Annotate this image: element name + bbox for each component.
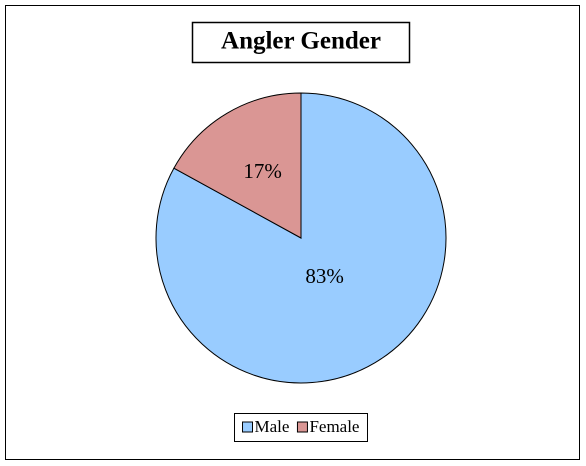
data-label: 17% — [243, 159, 282, 183]
pie — [155, 92, 447, 384]
legend-swatch — [242, 421, 254, 433]
legend-swatch — [296, 421, 308, 433]
data-labels: 83% 17% — [243, 159, 344, 288]
data-label: 83% — [305, 264, 344, 288]
legend-label: Male — [255, 417, 290, 436]
legend-label: Female — [309, 417, 359, 436]
legend-items: Male Female — [242, 417, 359, 436]
title-box — [191, 21, 411, 64]
chart-title: Angler Gender — [221, 28, 381, 55]
pie-slice — [173, 92, 302, 239]
